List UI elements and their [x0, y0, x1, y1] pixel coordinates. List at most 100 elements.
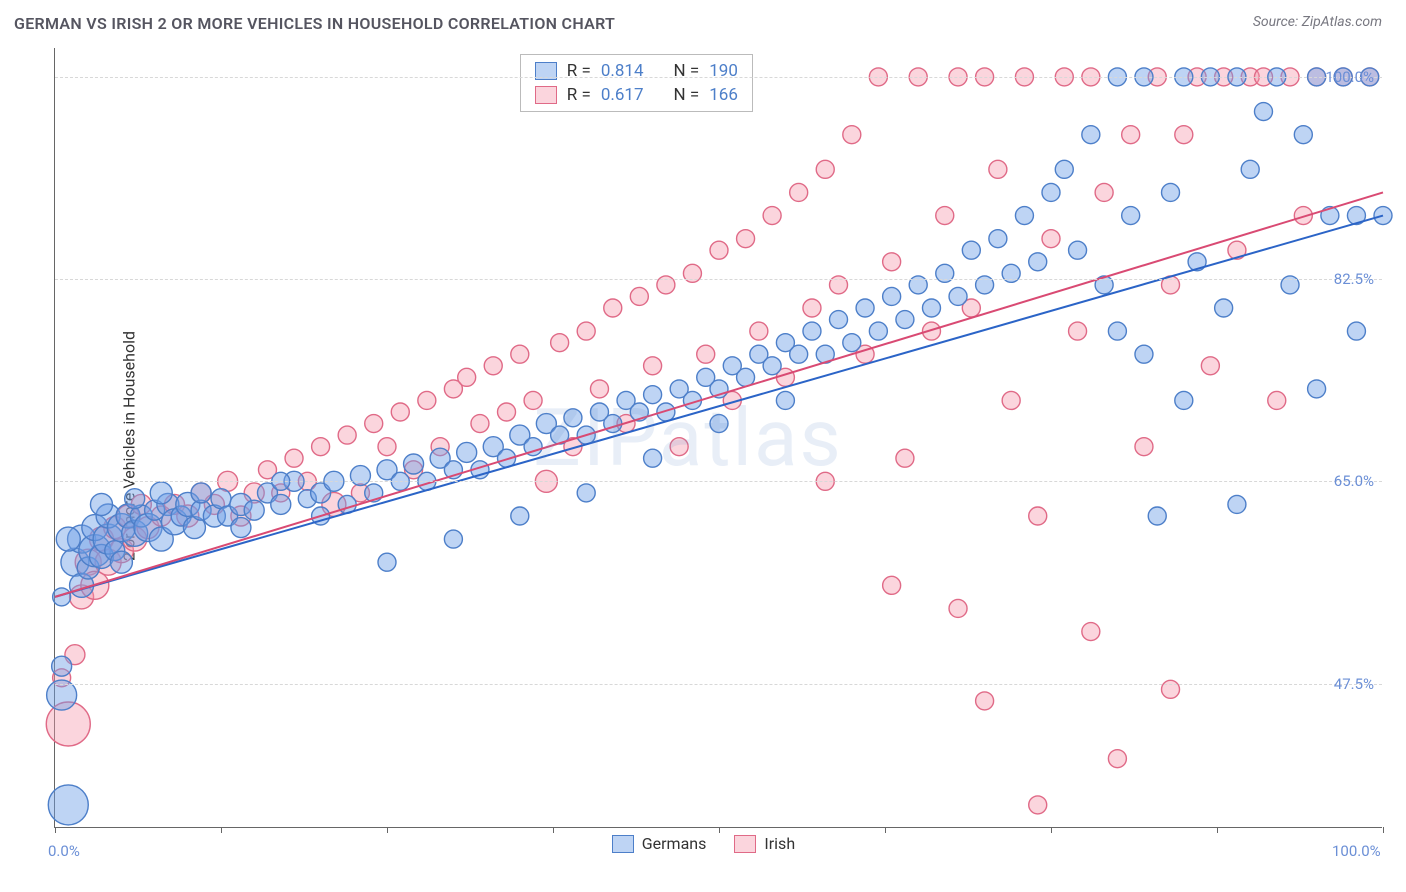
n-label: N =	[674, 85, 700, 105]
scatter-point-irish	[883, 253, 901, 271]
y-tick-label: 100.0%	[1325, 68, 1374, 86]
scatter-point-germans	[644, 386, 662, 404]
scatter-point-irish	[843, 126, 861, 144]
scatter-point-irish	[750, 322, 768, 340]
stats-row-germans: R =0.814N =190	[521, 59, 752, 83]
scatter-point-germans	[763, 357, 781, 375]
scatter-point-germans	[1148, 507, 1166, 525]
scatter-point-germans	[577, 484, 595, 502]
legend-label: Irish	[764, 834, 795, 853]
scatter-point-irish	[604, 299, 622, 317]
scatter-point-irish	[1201, 357, 1219, 375]
scatter-point-germans	[564, 409, 582, 427]
scatter-point-irish	[816, 160, 834, 178]
scatter-point-irish	[391, 403, 409, 421]
scatter-point-irish	[577, 322, 595, 340]
x-tick-label: 0.0%	[48, 842, 80, 860]
gridline	[55, 684, 1382, 685]
n-value: 190	[709, 61, 738, 81]
r-label: R =	[567, 85, 591, 105]
source-prefix: Source:	[1253, 14, 1302, 30]
scatter-point-irish	[1042, 230, 1060, 248]
scatter-point-irish	[1108, 750, 1126, 768]
gridline	[55, 481, 1382, 482]
scatter-point-irish	[458, 368, 476, 386]
scatter-point-irish	[1082, 623, 1100, 641]
scatter-point-germans	[1055, 160, 1073, 178]
scatter-point-germans	[1308, 380, 1326, 398]
scatter-point-irish	[484, 357, 502, 375]
scatter-point-germans	[1294, 126, 1312, 144]
scatter-point-germans	[962, 241, 980, 259]
scatter-point-germans	[457, 442, 477, 462]
scatter-point-germans	[1175, 391, 1193, 409]
scatter-point-irish	[803, 299, 821, 317]
scatter-point-irish	[498, 403, 516, 421]
scatter-point-germans	[1029, 253, 1047, 271]
scatter-point-irish	[670, 438, 688, 456]
scatter-point-germans	[1228, 495, 1246, 513]
scatter-point-germans	[378, 553, 396, 571]
scatter-point-irish	[511, 345, 529, 363]
scatter-point-germans	[1042, 183, 1060, 201]
source-name: ZipAtlas.com	[1302, 14, 1382, 30]
scatter-point-irish	[1029, 796, 1047, 814]
x-tick	[1051, 827, 1052, 833]
scatter-point-germans	[896, 311, 914, 329]
scatter-point-germans	[644, 449, 662, 467]
scatter-point-irish	[1002, 391, 1020, 409]
scatter-point-irish	[630, 287, 648, 305]
scatter-point-germans	[1135, 345, 1153, 363]
x-tick	[221, 827, 222, 833]
chart-header: GERMAN VS IRISH 2 OR MORE VEHICLES IN HO…	[0, 0, 1406, 37]
x-tick	[553, 827, 554, 833]
scatter-point-germans	[1347, 322, 1365, 340]
scatter-point-irish	[1029, 507, 1047, 525]
scatter-point-germans	[125, 489, 145, 509]
scatter-point-germans	[110, 551, 132, 573]
scatter-point-germans	[1082, 126, 1100, 144]
scatter-point-germans	[444, 530, 462, 548]
series-legend: GermansIrish	[612, 834, 795, 853]
stats-row-irish: R =0.617N =166	[521, 83, 752, 107]
scatter-point-irish	[418, 391, 436, 409]
scatter-point-germans	[271, 494, 291, 514]
scatter-point-germans	[1108, 322, 1126, 340]
y-tick-label: 65.0%	[1334, 472, 1374, 490]
scatter-point-germans	[1069, 241, 1087, 259]
scatter-point-irish	[936, 207, 954, 225]
legend-item-irish: Irish	[734, 834, 795, 853]
n-value: 166	[709, 85, 738, 105]
x-tick	[719, 827, 720, 833]
scatter-point-irish	[883, 576, 901, 594]
r-label: R =	[567, 61, 591, 81]
scatter-point-irish	[1069, 322, 1087, 340]
gridline	[55, 77, 1382, 78]
scatter-point-irish	[1175, 126, 1193, 144]
scatter-point-irish	[471, 415, 489, 433]
scatter-point-germans	[803, 322, 821, 340]
plot-svg	[55, 48, 1382, 827]
scatter-point-germans	[989, 230, 1007, 248]
scatter-point-germans	[47, 680, 77, 710]
scatter-point-irish	[524, 391, 542, 409]
n-label: N =	[674, 61, 700, 81]
x-tick	[55, 827, 56, 833]
scatter-point-germans	[56, 527, 80, 551]
scatter-point-irish	[312, 438, 330, 456]
scatter-point-germans	[191, 483, 211, 503]
y-tick-label: 47.5%	[1334, 675, 1374, 693]
source-attribution: Source: ZipAtlas.com	[1253, 14, 1382, 30]
scatter-point-irish	[896, 449, 914, 467]
scatter-point-germans	[150, 482, 172, 504]
scatter-point-germans	[404, 454, 424, 474]
scatter-point-germans	[90, 493, 112, 515]
scatter-point-irish	[1095, 183, 1113, 201]
scatter-point-irish	[989, 160, 1007, 178]
scatter-point-irish	[378, 438, 396, 456]
x-tick	[1383, 827, 1384, 833]
scatter-point-irish	[790, 183, 808, 201]
x-tick	[387, 827, 388, 833]
scatter-point-germans	[1254, 103, 1272, 121]
scatter-point-germans	[1215, 299, 1233, 317]
